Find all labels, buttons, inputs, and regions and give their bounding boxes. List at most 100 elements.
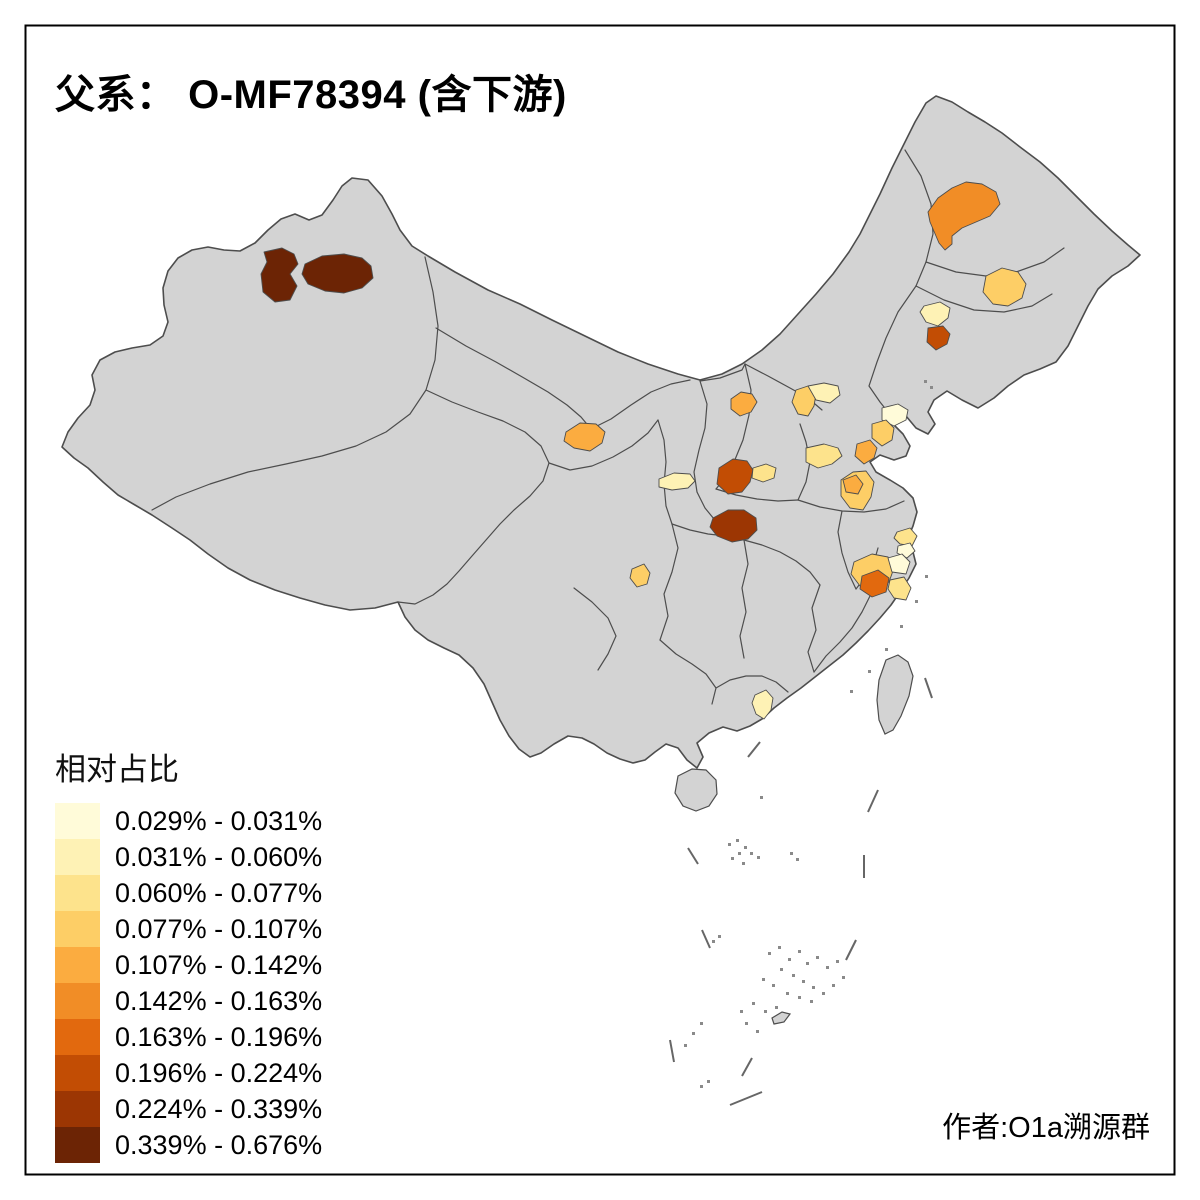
sea-islet-dot	[772, 984, 775, 987]
region-se-4	[887, 576, 912, 601]
sea-islet-dot	[760, 796, 763, 799]
sea-islet-dot	[768, 952, 771, 955]
region-central-2	[751, 463, 777, 483]
sea-islet-dot	[778, 946, 781, 949]
sea-islet-dot	[915, 600, 918, 603]
map-title: 父系： O-MF78394 (含下游)	[55, 73, 567, 117]
legend: 相对占比 0.029% - 0.031% 0.031% - 0.060% 0.060…	[55, 744, 322, 1163]
legend-row: 0.339% - 0.676%	[55, 1127, 322, 1163]
province-border	[739, 539, 749, 659]
sea-islet-dot	[750, 852, 753, 855]
region-east-1	[881, 403, 909, 427]
sea-islet-dot	[736, 839, 739, 842]
legend-label: 0.077% - 0.107%	[115, 913, 323, 944]
province-border	[837, 510, 857, 590]
legend-swatch-3	[55, 875, 100, 911]
sea-islet-dot	[684, 1044, 687, 1047]
legend-swatch-10	[55, 1127, 100, 1163]
sea-islet-dot	[836, 960, 839, 963]
sea-islet-dot	[822, 992, 825, 995]
island-south-sea-islet	[771, 1011, 792, 1025]
legend-row: 0.107% - 0.142%	[55, 947, 322, 983]
sea-islet-dot	[780, 968, 783, 971]
legend-label: 0.060% - 0.077%	[115, 877, 323, 908]
region-west-1	[563, 422, 606, 452]
province-border	[715, 675, 789, 693]
sea-islet-dot	[775, 1006, 778, 1009]
sea-islet-dot	[756, 1030, 759, 1033]
sea-islet-dot	[752, 1002, 755, 1005]
map-root	[61, 95, 1141, 1106]
legend-row: 0.224% - 0.339%	[55, 1091, 322, 1127]
region-sw-1	[629, 563, 651, 588]
sea-boundary-dash	[747, 741, 761, 758]
region-central-1	[716, 458, 754, 495]
sea-islet-dot	[786, 992, 789, 995]
legend-swatch-8	[55, 1055, 100, 1091]
province-border	[151, 256, 439, 511]
sea-islet-dot	[792, 974, 795, 977]
legend-rows: 0.029% - 0.031% 0.031% - 0.060% 0.060% - 0…	[55, 803, 322, 1163]
province-border	[693, 380, 715, 520]
legend-swatch-2	[55, 839, 100, 875]
province-border	[548, 419, 659, 471]
region-nw-1	[260, 247, 299, 303]
sea-islet-dot	[930, 386, 933, 389]
sea-islet-dot	[740, 1010, 743, 1013]
region-ne-2	[982, 267, 1027, 307]
sea-islet-dot	[812, 986, 815, 989]
legend-swatch-6	[55, 983, 100, 1019]
region-north-3	[807, 382, 841, 404]
sea-islet-dot	[700, 1085, 703, 1088]
legend-label: 0.163% - 0.196%	[115, 1021, 323, 1052]
legend-row: 0.142% - 0.163%	[55, 983, 322, 1019]
region-central-4	[709, 509, 758, 543]
legend-swatch-4	[55, 911, 100, 947]
region-north-1	[730, 391, 758, 417]
legend-label: 0.107% - 0.142%	[115, 949, 323, 980]
sea-islet-dot	[745, 1022, 748, 1025]
legend-row: 0.060% - 0.077%	[55, 875, 322, 911]
sea-islet-dot	[790, 852, 793, 855]
sea-islet-dot	[850, 690, 853, 693]
region-se-2	[859, 569, 890, 598]
legend-label: 0.029% - 0.031%	[115, 805, 323, 836]
sea-boundary-dash	[669, 1039, 675, 1063]
legend-row: 0.196% - 0.224%	[55, 1055, 322, 1091]
sea-islet-dot	[900, 625, 903, 628]
sea-islet-dot	[798, 950, 801, 953]
sea-islet-dot	[788, 958, 791, 961]
region-ne-1	[927, 181, 1001, 251]
sea-islet-dot	[810, 1000, 813, 1003]
region-south-1	[751, 689, 774, 720]
legend-label: 0.339% - 0.676%	[115, 1129, 323, 1160]
legend-row: 0.031% - 0.060%	[55, 839, 322, 875]
author-credit: 作者:O1a溯源群	[942, 1112, 1150, 1144]
sea-islet-dot	[924, 380, 927, 383]
sea-islet-dot	[885, 648, 888, 651]
region-se-3	[887, 553, 911, 575]
sea-islet-dot	[707, 1080, 710, 1083]
legend-swatch-5	[55, 947, 100, 983]
sea-boundary-dash	[687, 847, 699, 865]
region-east-2	[871, 419, 895, 447]
province-border	[573, 587, 617, 671]
province-border	[657, 419, 673, 525]
province-border	[590, 379, 691, 430]
province-border	[659, 639, 717, 705]
legend-row: 0.163% - 0.196%	[55, 1019, 322, 1055]
legend-label: 0.224% - 0.339%	[115, 1093, 323, 1124]
province-border	[659, 523, 679, 641]
sea-islet-dot	[832, 984, 835, 987]
sea-islet-dot	[802, 980, 805, 983]
sea-islet-dot	[868, 670, 871, 673]
legend-row: 0.029% - 0.031%	[55, 803, 322, 839]
sea-boundary-dash	[845, 939, 857, 961]
province-border	[807, 584, 821, 673]
island-taiwan	[876, 654, 914, 735]
sea-boundary-dash	[867, 789, 879, 813]
sea-islet-dot	[728, 843, 731, 846]
region-nw-2	[301, 253, 374, 294]
